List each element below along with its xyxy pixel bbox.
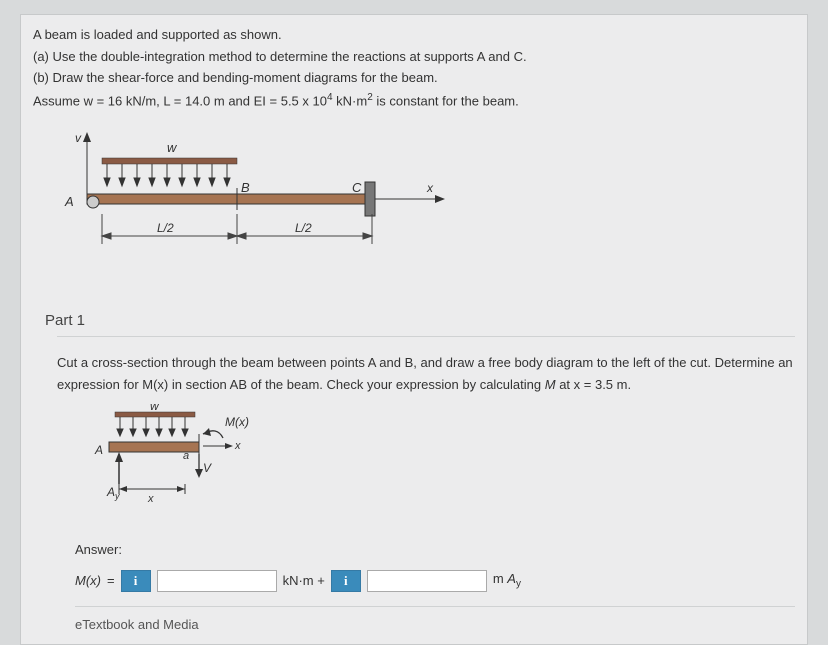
svg-text:x: x: [234, 440, 241, 452]
unit2-pre: m: [493, 571, 507, 586]
svg-text:A: A: [94, 443, 103, 457]
fbd-svg: w A Ay a: [75, 404, 295, 524]
stmt4-post: is constant for the beam.: [373, 93, 519, 108]
part1-block: Cut a cross-section through the beam bet…: [57, 336, 795, 634]
info-icon-1[interactable]: i: [121, 570, 151, 592]
unit-knm: kN·m +: [283, 571, 325, 591]
part1-label: Part 1: [45, 310, 795, 333]
instr2-ital: M: [545, 377, 556, 392]
stmt4-mid: kN·m: [333, 93, 368, 108]
unit2-ital: A: [507, 571, 516, 586]
C-label: C: [352, 180, 362, 195]
dim-L2-left: L/2: [157, 221, 174, 235]
stmt-line-4: Assume w = 16 kN/m, L = 14.0 m and EI = …: [33, 90, 795, 111]
instr2-pre: expression for M(x) in section AB of the…: [57, 377, 545, 392]
problem-container: A beam is loaded and supported as shown.…: [20, 14, 808, 645]
main-beam-diagram: v x w A: [47, 124, 795, 300]
stmt-line-3: (b) Draw the shear-force and bending-mom…: [33, 68, 795, 88]
x-label: x: [426, 181, 434, 195]
svg-text:x: x: [147, 493, 154, 505]
stmt-line-1: A beam is loaded and supported as shown.: [33, 25, 795, 45]
etextbook-link[interactable]: eTextbook and Media: [75, 606, 795, 635]
v-label: v: [75, 131, 82, 145]
w-label: w: [167, 140, 178, 155]
svg-text:a: a: [183, 450, 189, 462]
answer-input-2[interactable]: [367, 570, 487, 592]
part1-instr-2: expression for M(x) in section AB of the…: [57, 375, 795, 395]
stmt4-pre: Assume w = 16 kN/m, L = 14.0 m and EI = …: [33, 93, 327, 108]
B-label: B: [241, 180, 250, 195]
answer-label: Answer:: [75, 540, 795, 560]
svg-text:M(x): M(x): [225, 415, 249, 429]
unit2-sub: y: [516, 579, 521, 590]
fbd-diagram: w A Ay a: [75, 404, 795, 530]
info-icon-2[interactable]: i: [331, 570, 361, 592]
answer-input-1[interactable]: [157, 570, 277, 592]
svg-text:w: w: [150, 404, 160, 413]
instr2-post: at x = 3.5 m.: [556, 377, 632, 392]
svg-text:Ay: Ay: [106, 485, 120, 501]
A-label: A: [64, 194, 74, 209]
eq-sign: =: [107, 571, 115, 591]
answer-row: M(x) = i kN·m + i m Ay: [75, 569, 795, 592]
mx-var: M(x): [75, 571, 101, 591]
svg-text:V: V: [203, 461, 212, 475]
beam-svg: v x w A: [47, 124, 457, 294]
unit-mAy: m Ay: [493, 569, 521, 592]
dim-L2-right: L/2: [295, 221, 312, 235]
problem-statement: A beam is loaded and supported as shown.…: [33, 25, 795, 110]
stmt-line-2: (a) Use the double-integration method to…: [33, 47, 795, 67]
part1-instr-1: Cut a cross-section through the beam bet…: [57, 353, 795, 373]
